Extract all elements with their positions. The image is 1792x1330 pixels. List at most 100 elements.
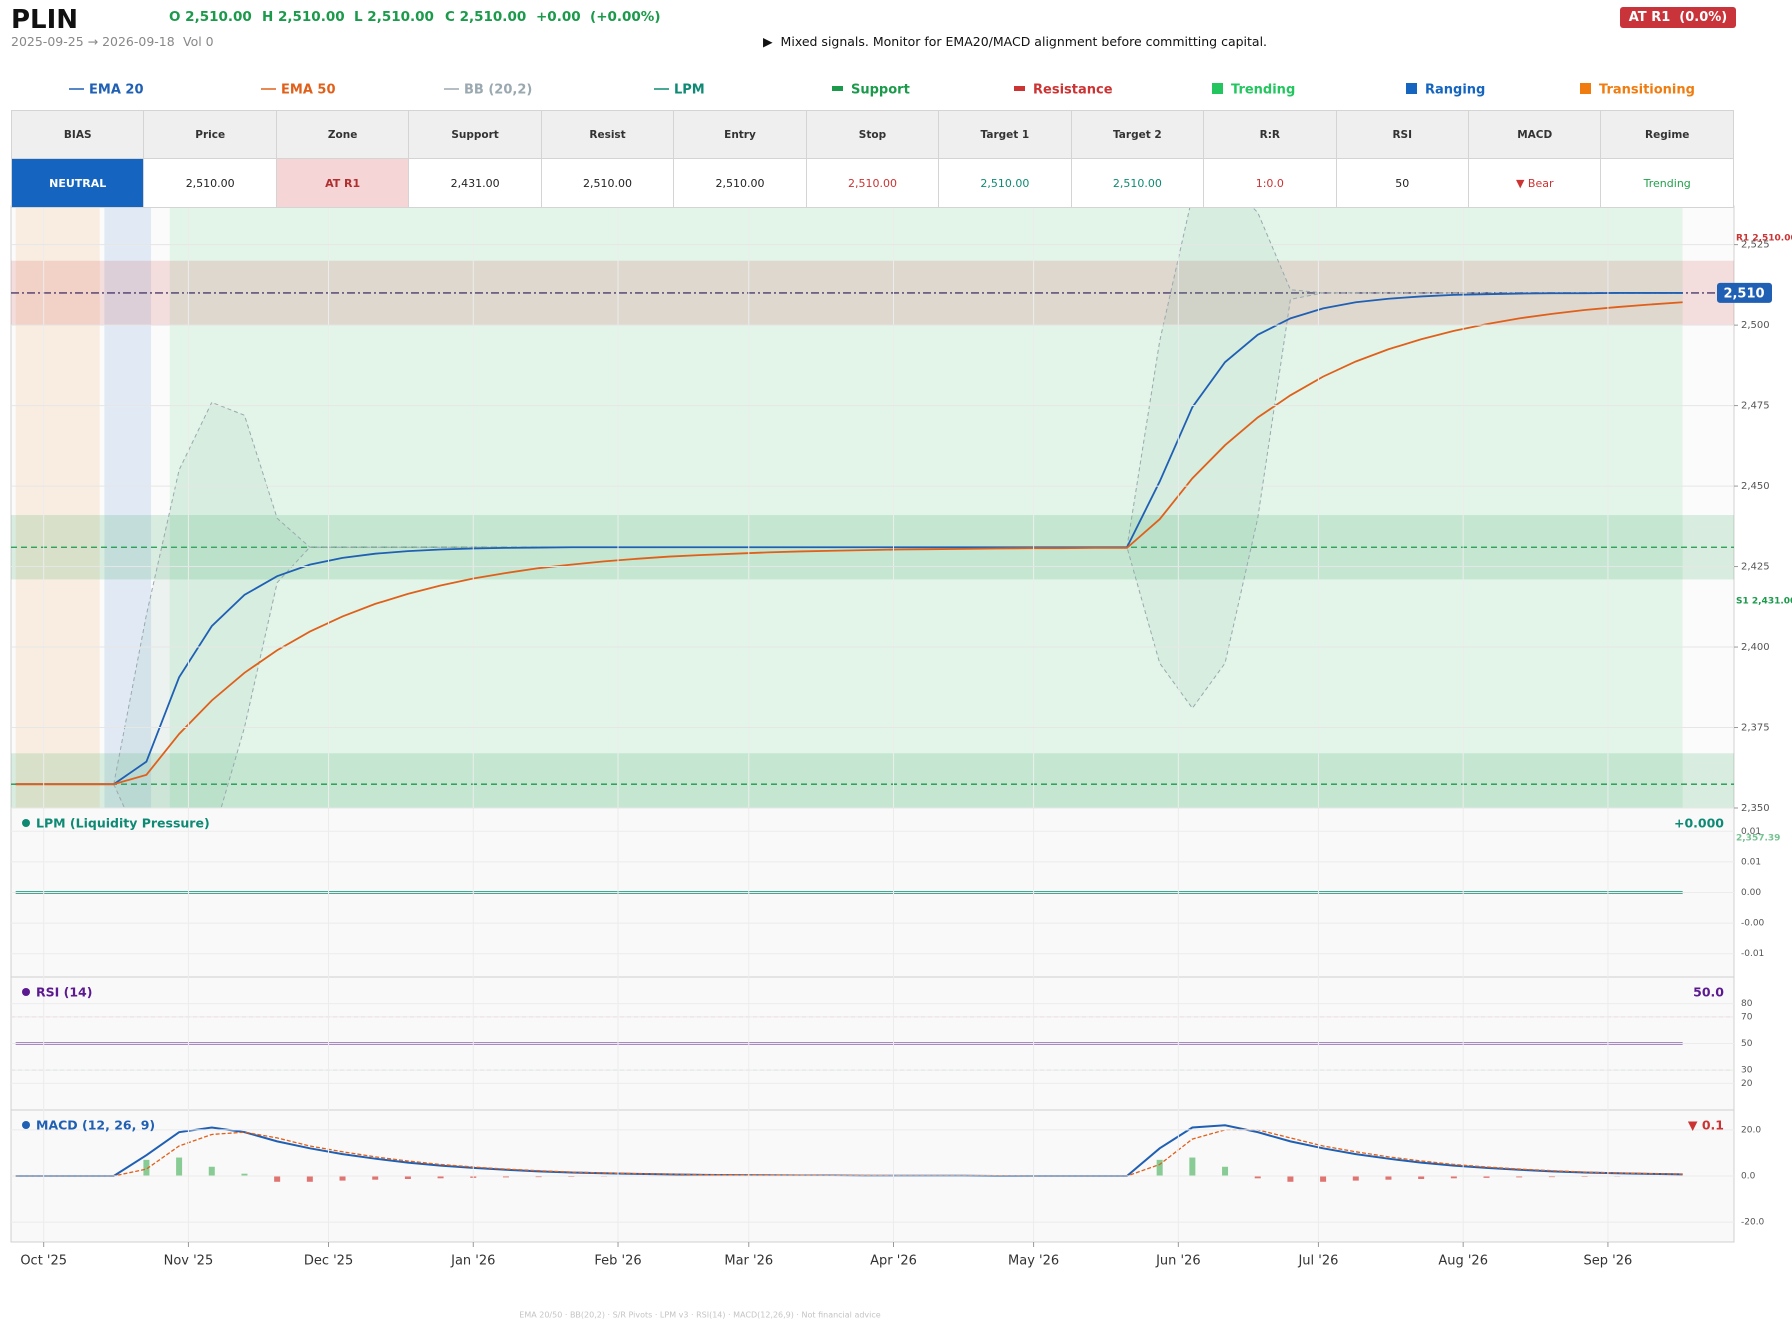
column-header: MACD [1467, 110, 1602, 159]
column-header: Stop [805, 110, 940, 159]
legend-label: Ranging [1425, 83, 1485, 98]
x-tick-label: May '26 [1008, 1254, 1059, 1269]
y-tick-label: 0.01 [1741, 857, 1761, 867]
legend-label: Support [851, 83, 910, 98]
price-tag [1717, 282, 1772, 303]
y-tick-label: 2,425 [1741, 562, 1770, 573]
column-header: BIAS [10, 110, 145, 159]
panel-dot [22, 1121, 30, 1129]
y-tick-label: 20.0 [1741, 1125, 1761, 1135]
macd-histogram-bar [404, 1176, 411, 1179]
y-tick-label: 80 [1741, 999, 1753, 1009]
legend-label: EMA 20 [89, 83, 144, 98]
high: H 2,510.00 [262, 9, 345, 25]
macd-histogram-bar [1483, 1176, 1490, 1178]
column-header: Resist [540, 110, 675, 159]
y-tick-label: 0.00 [1741, 888, 1761, 898]
macd-histogram-bar [1418, 1176, 1425, 1179]
macd-histogram-bar [1287, 1176, 1294, 1182]
macd-histogram-bar [274, 1176, 281, 1182]
plot-background [10, 205, 1735, 809]
low: L 2,510.00 [354, 9, 434, 25]
table-cell: 2,510.00 [143, 158, 277, 208]
panel-title: MACD (12, 26, 9) [36, 1118, 155, 1133]
x-tick-label: Mar '26 [724, 1254, 773, 1269]
panel-last-value: +0.000 [1674, 816, 1724, 831]
table-cell: 1:0.0 [1203, 158, 1337, 208]
y-tick-label: 2,525 [1741, 240, 1770, 251]
legend-label: LPM [674, 83, 705, 98]
y-tick-label: 0.01 [1741, 827, 1761, 837]
resistance-label: R1 2,510.00 [1736, 233, 1792, 243]
table-cell: NEUTRAL [10, 158, 145, 208]
column-header: R:R [1203, 110, 1337, 159]
legend-swatch [1406, 83, 1417, 94]
ema-line [15, 301, 1683, 786]
change: +0.00 (+0.00%) [536, 9, 661, 25]
table-cell: 2,510.00 [673, 158, 807, 208]
x-tick-label: Jul '26 [1297, 1254, 1338, 1269]
y-tick-label: -20.0 [1741, 1218, 1765, 1228]
column-header: Target 2 [1070, 110, 1205, 159]
y-tick-label: 70 [1741, 1012, 1753, 1022]
panel-title: RSI (14) [36, 985, 92, 1000]
macd-histogram-bar [1385, 1176, 1392, 1180]
zone-badge: AT R1 (0.0%) [1620, 7, 1736, 28]
panel-last-value: ▼ 0.1 [1688, 1118, 1724, 1133]
x-tick-label: Oct '25 [20, 1254, 67, 1269]
table-cell: ▼ Bear [1467, 158, 1602, 208]
y-tick-label: 30 [1741, 1066, 1753, 1076]
x-tick-label: Feb '26 [594, 1254, 641, 1269]
table-cell: 2,431.00 [408, 158, 542, 208]
panel-last-value: 50.0 [1693, 985, 1724, 1000]
x-tick-label: Nov '25 [164, 1254, 214, 1269]
legend-label: Resistance [1033, 83, 1113, 98]
y-tick-label: -0.00 [1741, 919, 1765, 929]
close: C 2,510.00 [445, 9, 527, 25]
macd-histogram-bar [1254, 1176, 1261, 1179]
summary-table: BIAS Price Zone Support Resist Entry Stop Targe… [10, 110, 1734, 208]
macd-histogram-bar [502, 1176, 509, 1178]
table-row: NEUTRAL 2,510.00 AT R1 2,431.00 2,510.00 2,51… [10, 158, 1734, 208]
table-header: BIAS Price Zone Support Resist Entry Stop Targe… [10, 110, 1734, 159]
footer: EMA 20/50 · BB(20,2) · S/R Pivots · LPM … [519, 1311, 881, 1320]
x-tick-label: Apr '26 [870, 1254, 917, 1269]
ema-line [15, 292, 1683, 786]
price-tag-label: 2,510 [1723, 286, 1764, 301]
column-header: Support [408, 110, 542, 159]
x-tick-label: Dec '25 [304, 1254, 353, 1269]
macd-histogram-bar [143, 1159, 150, 1176]
y-tick-label: -0.01 [1741, 949, 1764, 959]
table-body: NEUTRAL 2,510.00 AT R1 2,431.00 2,510.00 2,51… [10, 158, 1734, 208]
column-header: Target 1 [938, 110, 1072, 159]
table-cell: 2,510.00 [540, 158, 675, 208]
legend-label: Trending [1231, 83, 1295, 98]
column-header: Regime [1600, 110, 1734, 159]
x-tick-label: Sep '26 [1584, 1254, 1633, 1269]
panel-layer [11, 206, 1734, 808]
macd-histogram-bar [1516, 1176, 1523, 1178]
macd-histogram-bar [1548, 1176, 1555, 1178]
macd-histogram-bar [339, 1176, 346, 1181]
table-cell: 2,510.00 [938, 158, 1072, 208]
legend-swatch [1212, 83, 1223, 94]
legend-swatch [1580, 83, 1591, 94]
macd-histogram-bar [437, 1176, 444, 1179]
regime-span [15, 206, 100, 808]
macd-histogram-bar [1222, 1166, 1229, 1176]
table-cell: 2,510.00 [1070, 158, 1205, 208]
legend-swatch [1014, 86, 1025, 91]
support-band [11, 753, 1734, 808]
table-cell: 2,510.00 [805, 158, 940, 208]
macd-histogram-bar [241, 1173, 248, 1176]
y-tick-label: 50 [1741, 1039, 1753, 1049]
y-tick-label: 2,375 [1741, 723, 1770, 734]
macd-histogram-bar [1156, 1159, 1163, 1176]
regime-span [169, 206, 1683, 808]
open: O 2,510.00 [169, 9, 252, 25]
y-tick-label: 2,400 [1741, 642, 1770, 653]
x-tick-label: Aug '26 [1438, 1254, 1488, 1269]
support-label: 2,357.39 [1736, 834, 1780, 844]
y-tick-label: 0.0 [1741, 1172, 1756, 1182]
y-tick-label: 2,450 [1741, 481, 1770, 492]
